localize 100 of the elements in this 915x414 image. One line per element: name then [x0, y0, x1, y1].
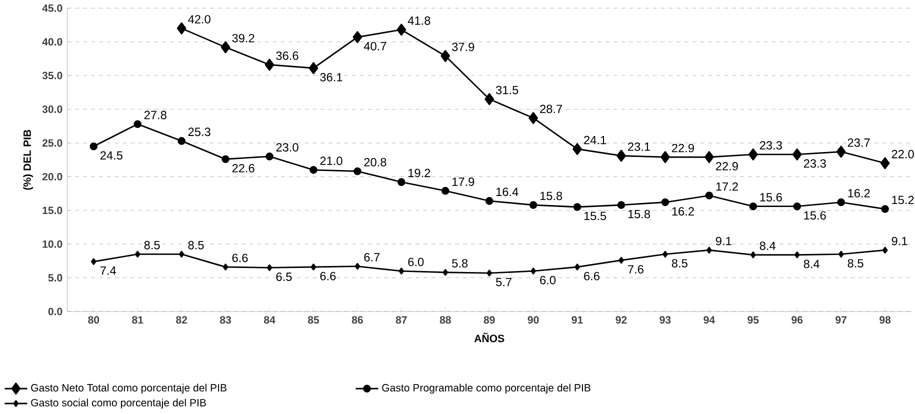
data-label: 8.5 — [672, 259, 688, 268]
data-label: 16.2 — [848, 189, 870, 198]
point — [880, 157, 890, 170]
data-label: 36.1 — [320, 73, 342, 82]
y-tick-label: 45.0 — [42, 4, 62, 12]
point — [574, 264, 580, 271]
point — [617, 201, 626, 210]
data-label: 15.6 — [760, 193, 782, 202]
data-label: 22.0 — [892, 150, 914, 159]
point — [484, 93, 494, 106]
x-tick-label: 86 — [352, 316, 363, 324]
point — [837, 198, 845, 206]
point — [529, 201, 538, 210]
point — [134, 120, 142, 128]
point — [90, 142, 98, 150]
point — [572, 143, 582, 156]
data-label: 21.0 — [320, 156, 342, 166]
point — [440, 50, 450, 62]
data-label: 6.5 — [276, 272, 292, 282]
data-label: 8.5 — [188, 241, 204, 250]
data-label: 23.3 — [804, 160, 826, 168]
x-tick-label: 97 — [836, 316, 846, 324]
x-tick-label: 84 — [264, 316, 276, 324]
point — [838, 251, 844, 258]
x-tick-label: 80 — [88, 316, 100, 324]
data-label: 24.1 — [584, 136, 606, 144]
point — [354, 168, 362, 176]
data-label: 23.1 — [628, 142, 650, 152]
y-tick-label: 25.0 — [42, 139, 62, 147]
point — [616, 150, 626, 162]
data-label: 31.5 — [496, 86, 518, 94]
point — [310, 264, 316, 271]
data-label: 20.8 — [364, 158, 386, 167]
point — [573, 203, 582, 212]
x-tick-label: 92 — [616, 316, 627, 324]
point — [176, 22, 186, 35]
point — [134, 251, 140, 258]
data-label: 6.6 — [232, 254, 248, 262]
point — [178, 251, 184, 258]
point — [749, 202, 758, 210]
data-label: 19.2 — [408, 168, 430, 178]
point — [485, 197, 494, 206]
y-tick-label: 0.0 — [48, 308, 62, 316]
data-label: 5.7 — [496, 278, 512, 286]
data-label: 8.5 — [848, 259, 864, 268]
point — [222, 155, 230, 164]
x-tick-label: 94 — [704, 316, 715, 324]
y-tick-label: 10.0 — [42, 240, 62, 248]
point — [661, 198, 670, 206]
data-label: 15.8 — [540, 192, 562, 200]
x-tick-label: 98 — [880, 316, 891, 324]
data-label: 23.0 — [276, 143, 298, 152]
point — [750, 252, 756, 258]
legend-label: Gasto social como porcentaje del PIB — [31, 398, 206, 409]
point — [398, 268, 404, 275]
y-tick-label: 30.0 — [42, 106, 62, 114]
data-label: 22.9 — [716, 162, 738, 171]
point — [264, 58, 274, 71]
data-label: 39.2 — [232, 34, 254, 43]
data-label: 25.3 — [188, 128, 210, 136]
data-label: 7.6 — [628, 265, 644, 274]
point — [266, 264, 272, 272]
point — [266, 152, 274, 161]
x-tick-label: 81 — [132, 316, 144, 324]
data-label: 15.6 — [804, 211, 826, 220]
legend-label: Gasto Neto Total como porcentaje del PIB — [31, 384, 226, 394]
data-label: 6.0 — [408, 258, 424, 266]
data-label: 9.1 — [892, 237, 908, 246]
data-label: 40.7 — [364, 42, 386, 51]
data-label: 22.9 — [672, 144, 694, 152]
data-label: 17.9 — [452, 178, 474, 186]
data-label: 5.8 — [452, 259, 468, 268]
data-label: 6.6 — [320, 272, 336, 280]
data-label: 6.6 — [584, 272, 600, 280]
x-axis-title: AÑOS — [474, 332, 504, 342]
data-label: 28.7 — [540, 104, 562, 114]
x-tick-label: 93 — [660, 316, 671, 324]
data-label: 22.6 — [232, 164, 254, 173]
data-label: 16.2 — [672, 207, 694, 216]
point — [90, 258, 96, 266]
x-tick-label: 96 — [792, 316, 803, 324]
x-tick-label: 89 — [484, 316, 495, 324]
point — [528, 112, 538, 124]
point — [530, 268, 536, 275]
point — [660, 151, 670, 164]
data-label: 8.5 — [144, 241, 160, 250]
data-label: 24.5 — [100, 151, 122, 160]
data-label: 8.4 — [760, 242, 776, 250]
x-tick-label: 82 — [176, 316, 188, 324]
point — [396, 24, 406, 36]
data-label: 8.4 — [804, 260, 820, 268]
data-label: 6.7 — [364, 253, 380, 262]
y-tick-label: 15.0 — [42, 206, 62, 214]
data-label: 23.7 — [848, 138, 870, 148]
y-tick-label: 5.0 — [48, 274, 62, 282]
point — [662, 251, 668, 258]
point — [881, 205, 889, 214]
point — [705, 192, 714, 200]
point — [704, 151, 714, 164]
point — [220, 41, 230, 54]
